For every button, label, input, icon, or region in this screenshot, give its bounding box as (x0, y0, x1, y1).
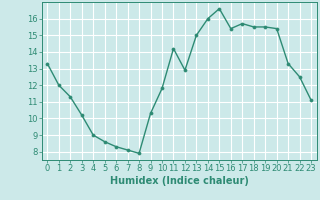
X-axis label: Humidex (Indice chaleur): Humidex (Indice chaleur) (110, 176, 249, 186)
